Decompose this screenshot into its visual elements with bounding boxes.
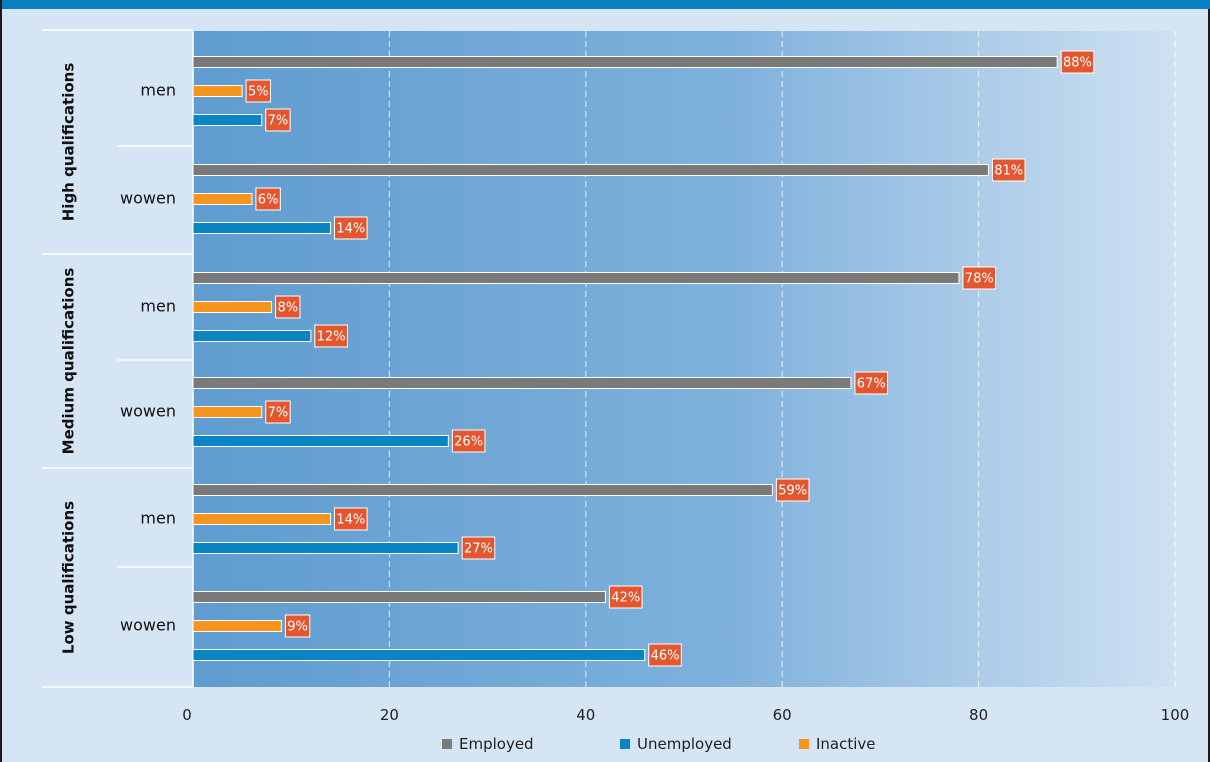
data-label: 7% [268, 114, 289, 129]
data-label-box [314, 324, 348, 348]
x-tick-label: 0 [182, 706, 192, 724]
bar-inactive [192, 620, 282, 632]
group-label: High qualifications [60, 63, 78, 222]
data-label: 7% [268, 406, 289, 421]
bar-inactive [192, 406, 263, 418]
data-label-box [245, 79, 272, 103]
bar-unemployed [192, 222, 331, 234]
data-label: 67% [857, 377, 886, 392]
x-tick-label: 60 [773, 706, 792, 724]
x-tick-label: 80 [969, 706, 988, 724]
data-label: 78% [965, 272, 994, 287]
data-label: 59% [778, 484, 807, 499]
legend-label: Employed [459, 735, 534, 753]
bar-unemployed [192, 542, 459, 554]
legend-label: Unemployed [637, 735, 732, 753]
data-label-box [648, 643, 682, 667]
data-label-box [333, 507, 368, 531]
bar-employed [192, 377, 852, 389]
top-accent-bar [2, 0, 1210, 9]
legend-swatch [442, 739, 452, 749]
axes: 0 20 40 60 80 100 High qualifications Medium qu… [42, 29, 1190, 724]
bar-unemployed [192, 330, 312, 342]
data-label-box [255, 187, 281, 211]
x-tick-label: 100 [1161, 706, 1190, 724]
category-label: men [140, 509, 176, 528]
bar-unemployed [192, 114, 263, 126]
data-label-box [451, 429, 486, 453]
group-label: Medium qualifications [60, 268, 78, 455]
x-tick-label: 20 [380, 706, 399, 724]
data-label-box [275, 295, 301, 319]
legend: Employed Unemployed Inactive [442, 735, 876, 753]
data-label: 26% [454, 435, 483, 450]
legend-swatch [620, 739, 630, 749]
data-label-box [265, 400, 291, 424]
data-label: 5% [248, 85, 269, 100]
bar-employed [192, 56, 1058, 68]
category-label: men [140, 81, 176, 100]
legend-label: Inactive [816, 735, 876, 753]
data-label-box [284, 614, 311, 638]
data-label-box [333, 216, 368, 240]
data-label: 6% [258, 193, 279, 208]
plot-area [193, 31, 1175, 687]
bar-inactive [192, 85, 243, 97]
data-label: 8% [277, 301, 298, 316]
data-label: 12% [317, 330, 346, 345]
group-label: Low qualifications [60, 501, 78, 654]
data-label-box [991, 158, 1026, 182]
data-label: 14% [336, 222, 365, 237]
bar-employed [192, 164, 989, 176]
bar-unemployed [192, 649, 646, 661]
data-label-box [1060, 50, 1095, 74]
bar-inactive [192, 513, 331, 525]
category-label: wowen [120, 616, 176, 635]
bar-employed [192, 484, 773, 496]
category-label: men [140, 297, 176, 316]
category-label: wowen [120, 189, 176, 208]
data-label-box [775, 478, 810, 502]
bar-employed [192, 591, 606, 603]
data-label-box [962, 266, 997, 290]
data-label: 27% [464, 542, 493, 557]
x-tick-label: 40 [576, 706, 595, 724]
data-label: 9% [287, 620, 308, 635]
data-label-box [854, 371, 889, 395]
bar-employed [192, 272, 960, 284]
legend-swatch [799, 739, 809, 749]
data-label-box [265, 108, 291, 132]
data-label: 88% [1063, 56, 1092, 71]
bar-inactive [192, 301, 273, 313]
data-label: 42% [611, 591, 640, 606]
data-label-box [461, 536, 496, 560]
bar-unemployed [192, 435, 449, 447]
data-label: 14% [336, 513, 365, 528]
category-label: wowen [120, 402, 176, 421]
data-label: 81% [994, 164, 1023, 179]
bar-inactive [192, 193, 253, 205]
data-label: 46% [651, 649, 680, 664]
data-label-box [608, 585, 643, 609]
bars: 88% 5% 7% 81% 6% 14% 78% 8% 12% 67% 7% 26% 59% 14% 27%… [192, 50, 1095, 667]
